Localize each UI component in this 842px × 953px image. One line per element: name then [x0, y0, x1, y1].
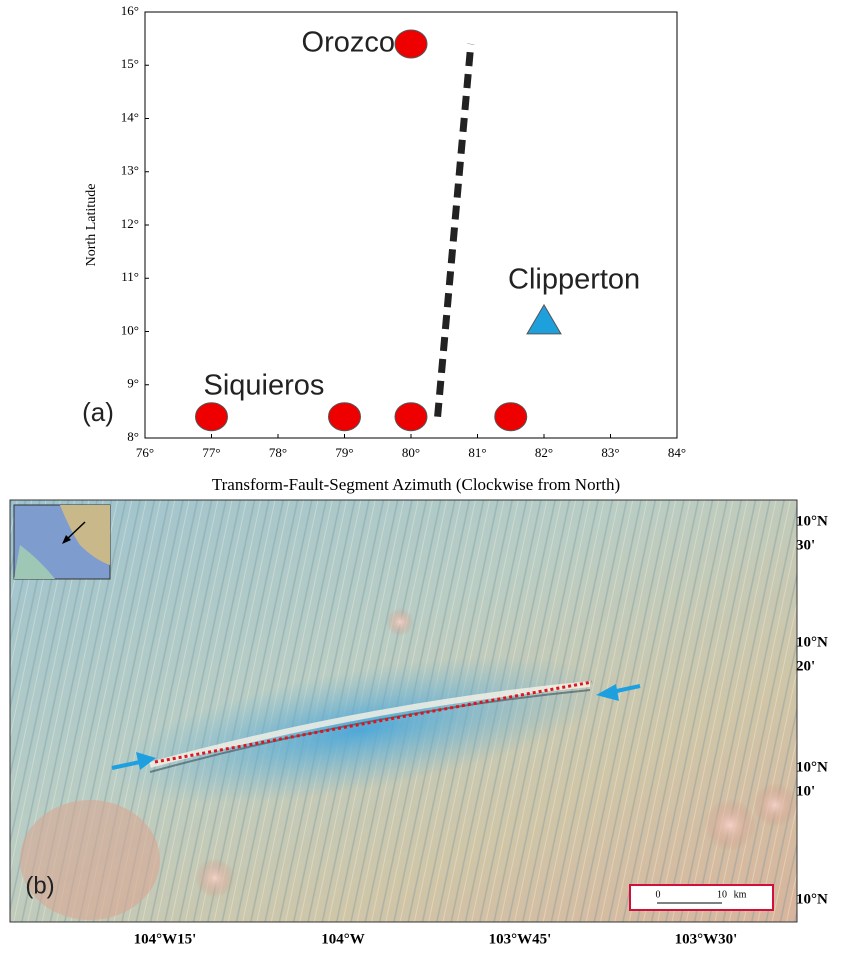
y-tick-label: 16°: [121, 3, 139, 18]
seamount: [704, 799, 756, 851]
point-label: Siquieros: [204, 369, 325, 401]
x-axis-label: Transform-Fault-Segment Azimuth (Clockwi…: [212, 475, 620, 494]
scale-label: km: [734, 889, 747, 900]
panel-label: (a): [82, 397, 114, 427]
marker: [495, 403, 527, 431]
y-tick-label: 9°: [127, 376, 139, 391]
panel-label: (b): [25, 872, 54, 899]
x-tick-label: 83°: [601, 445, 619, 460]
y-tick-label: 13°: [121, 163, 139, 178]
seamount: [20, 800, 160, 920]
x-tick-label: 80°: [402, 445, 420, 460]
marker: [395, 403, 427, 431]
marker: [196, 403, 228, 431]
y-tick-label: 10°: [121, 322, 139, 337]
marker: [395, 30, 427, 58]
y-tick-label: 14°: [121, 109, 139, 124]
scale-label: 0: [656, 889, 661, 900]
seamount: [195, 858, 235, 898]
x-tick-label: 81°: [468, 445, 486, 460]
lat-label: 10°N: [796, 513, 828, 529]
x-tick-label: 76°: [136, 445, 154, 460]
x-tick-label: 82°: [535, 445, 553, 460]
y-tick-label: 11°: [121, 269, 139, 284]
lat-label: 20': [796, 658, 815, 674]
x-tick-label: 78°: [269, 445, 287, 460]
lat-label: 10°N: [796, 891, 828, 907]
y-tick-label: 8°: [127, 429, 139, 444]
y-axis-label: North Latitude: [84, 184, 99, 267]
point-label: Orozco: [302, 27, 395, 59]
lon-label: 104°W15': [134, 931, 197, 947]
y-tick-label: 15°: [121, 56, 139, 71]
y-tick-label: 12°: [121, 216, 139, 231]
lat-label: 10°N: [796, 634, 828, 650]
seamount: [753, 783, 797, 827]
marker: [527, 305, 561, 334]
x-tick-label: 84°: [668, 445, 686, 460]
lon-label: 103°W45': [489, 931, 552, 947]
marker: [329, 403, 361, 431]
lat-label: 10': [796, 783, 815, 799]
lon-label: 103°W30': [675, 931, 738, 947]
map: 0 10 km (b): [10, 500, 797, 922]
lon-label: 104°W: [321, 931, 365, 947]
scale-bar-box: [630, 885, 773, 910]
figure: Transform-Fault-Segment Azimuth (Clockwi…: [0, 0, 842, 953]
point-label: Clipperton: [508, 264, 640, 296]
scale-label: 10: [717, 889, 727, 900]
x-tick-label: 79°: [335, 445, 353, 460]
lat-label: 30': [796, 537, 815, 553]
inset-map: [14, 505, 110, 579]
seamount: [386, 608, 414, 636]
trend-line: [438, 44, 471, 417]
lat-label: 10°N: [796, 759, 828, 775]
x-tick-label: 77°: [202, 445, 220, 460]
